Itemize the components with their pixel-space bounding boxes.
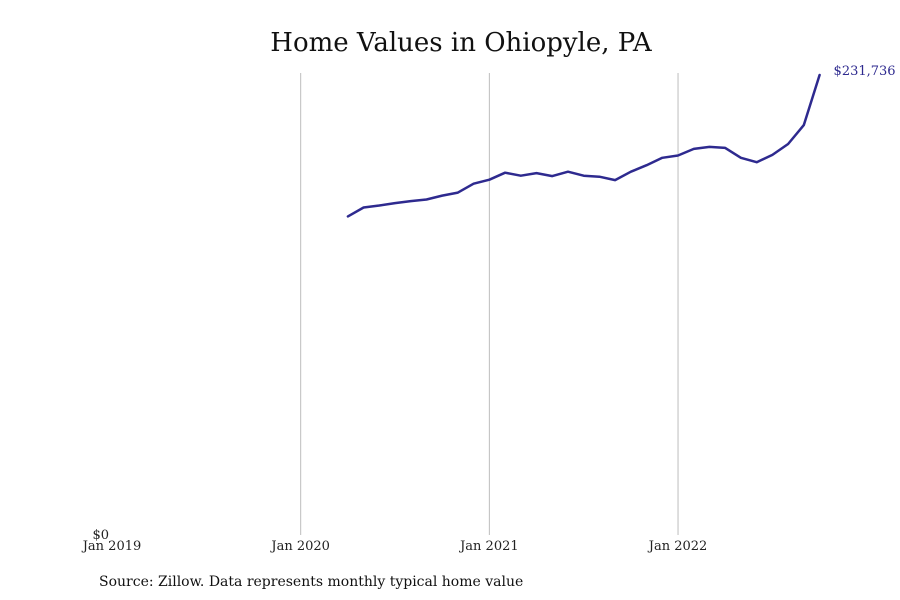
y-axis-ticks: $0 — [92, 528, 109, 543]
x-tick-label: Jan 2020 — [269, 539, 330, 554]
x-tick-label: Jan 2019 — [81, 539, 142, 554]
series-line — [346, 73, 821, 218]
x-axis-ticks: Jan 2019 Jan 2020 Jan 2021 Jan 2022 — [81, 539, 708, 554]
chart-title: Home Values in Ohiopyle, PA — [270, 28, 653, 58]
gridlines — [300, 73, 679, 535]
series-layer: $231,736 — [346, 64, 896, 218]
x-tick-label: Jan 2021 — [458, 539, 519, 554]
source-note: Source: Zillow. Data represents monthly … — [99, 574, 523, 590]
series-end-label: $231,736 — [834, 64, 896, 79]
x-tick-label: Jan 2022 — [647, 539, 708, 554]
y-tick-label: $0 — [92, 528, 109, 543]
